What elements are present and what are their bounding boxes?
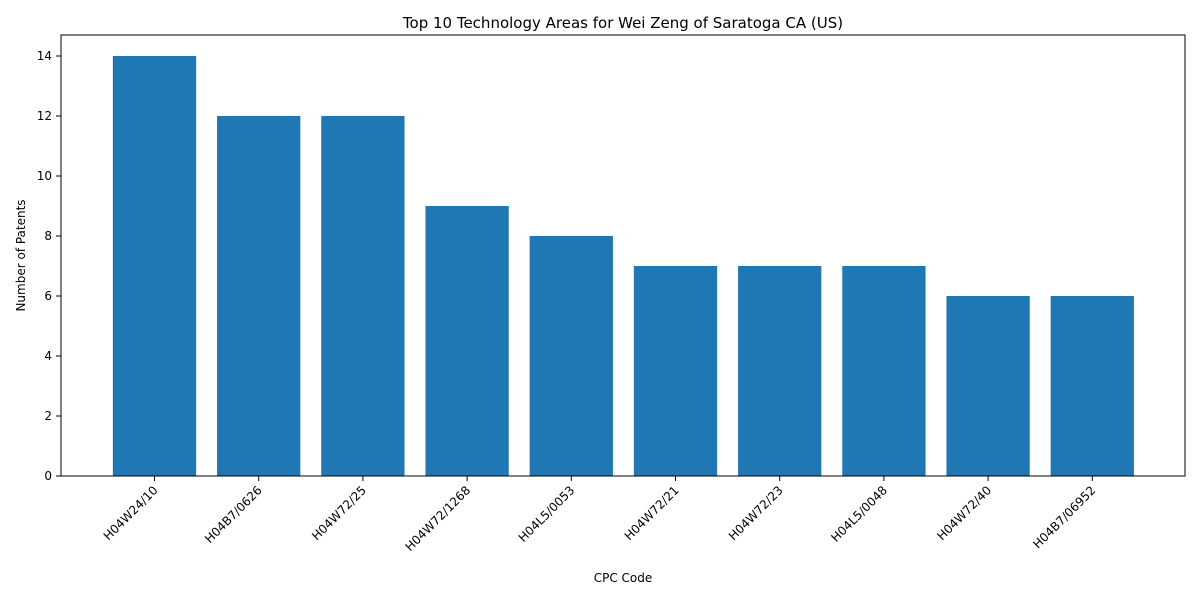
y-tick-label: 8 bbox=[44, 229, 52, 243]
x-tick-label: H04W24/10 bbox=[101, 483, 161, 543]
x-tick-label: H04W72/40 bbox=[934, 483, 994, 543]
x-tick-label: H04L5/0048 bbox=[828, 483, 890, 545]
bar bbox=[321, 116, 404, 476]
x-tick-label: H04W72/25 bbox=[309, 483, 369, 543]
bar bbox=[1051, 296, 1134, 476]
chart-title: Top 10 Technology Areas for Wei Zeng of … bbox=[402, 14, 843, 32]
bar bbox=[217, 116, 300, 476]
x-tick-label: H04L5/0053 bbox=[516, 483, 578, 545]
x-tick-label: H04W72/21 bbox=[622, 483, 682, 543]
y-tick-label: 0 bbox=[44, 469, 52, 483]
y-tick-label: 4 bbox=[44, 349, 52, 363]
bar bbox=[113, 56, 196, 476]
y-tick-label: 6 bbox=[44, 289, 52, 303]
bar bbox=[530, 236, 613, 476]
x-axis-label: CPC Code bbox=[594, 571, 653, 585]
bar bbox=[634, 266, 717, 476]
x-tick-label: H04W72/1268 bbox=[402, 483, 473, 554]
x-tick-label: H04W72/23 bbox=[726, 483, 786, 543]
y-tick-label: 12 bbox=[37, 109, 52, 123]
x-tick-label: H04B7/06952 bbox=[1030, 483, 1098, 551]
x-tick-label: H04B7/0626 bbox=[202, 483, 265, 546]
bar bbox=[425, 206, 508, 476]
y-tick-label: 2 bbox=[44, 409, 52, 423]
bar bbox=[946, 296, 1029, 476]
bar bbox=[738, 266, 821, 476]
y-tick-label: 10 bbox=[37, 169, 52, 183]
bar bbox=[842, 266, 925, 476]
y-tick-label: 14 bbox=[37, 49, 52, 63]
y-axis-label: Number of Patents bbox=[14, 199, 28, 311]
plot-area: 0 2 4 6 8 10 12 14 H04W24/10 H04B7/0626 H04W72/25 H… bbox=[37, 49, 1134, 554]
